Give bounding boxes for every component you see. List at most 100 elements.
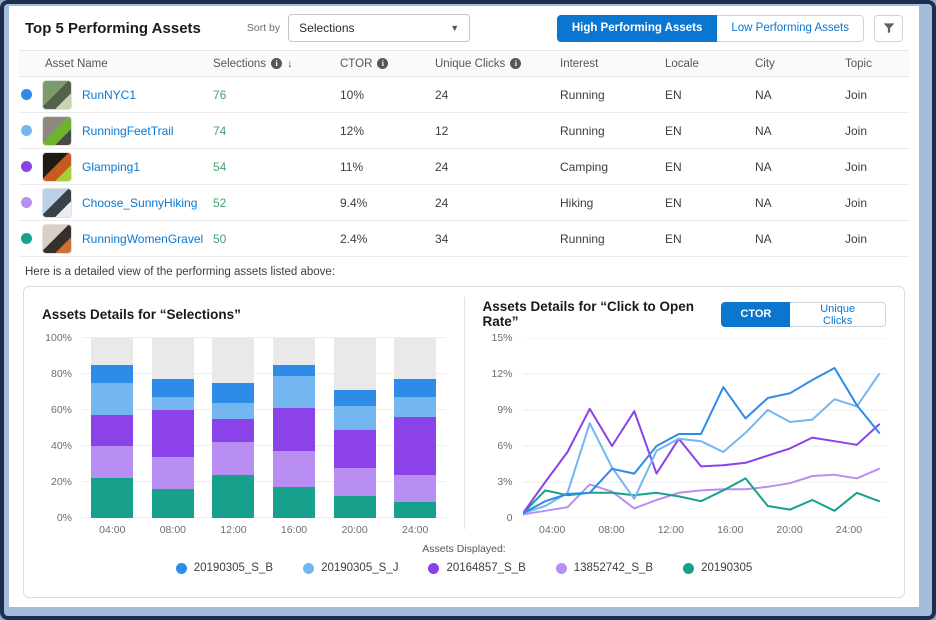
bar-segment-13852742_S_B: [91, 446, 134, 479]
legend-label: Assets Displayed:: [422, 543, 506, 555]
gridline: [82, 337, 446, 338]
bar-segment-20190305_S_J: [91, 383, 134, 416]
legend-color-dot: [555, 562, 567, 574]
y-tick-label: 80%: [50, 368, 72, 380]
x-tick-label: 24:00: [402, 524, 429, 536]
bar-segment-20164857_S_B: [394, 417, 437, 475]
x-tick-label: 16:00: [280, 524, 308, 536]
line-chart-svg: [523, 338, 887, 518]
bar-segment-20190305: [273, 487, 316, 518]
legend-color-dot: [303, 562, 315, 574]
line-chart-yaxis: 0 3% 6% 9% 12% 15%: [483, 332, 519, 524]
asset-thumbnail: [42, 115, 72, 146]
y-tick-label: 100%: [45, 332, 72, 344]
selections-cell: 76: [213, 87, 227, 102]
selections-chart-title: Assets Details for “Selections”: [42, 306, 241, 322]
asset-name-link[interactable]: RunningWomenGravel: [82, 231, 204, 246]
bar-segment-20190305_S_B: [212, 383, 255, 403]
asset-name-link[interactable]: Choose_SunnyHiking: [82, 195, 198, 210]
y-tick-label: 15%: [491, 332, 513, 344]
bar-segment-20164857_S_B: [212, 419, 255, 443]
asset-name-link[interactable]: RunNYC1: [82, 87, 137, 102]
legend-item[interactable]: 13852742_S_B: [555, 562, 653, 574]
asset-thumbnail: [42, 79, 72, 110]
info-icon[interactable]: i: [271, 58, 283, 69]
bar-segment-20190305_S_J: [151, 397, 194, 410]
legend-color-dot: [683, 562, 695, 574]
ctor-chart-title: Assets Details for “Click to Open Rate”: [482, 299, 695, 329]
bar-slot: [91, 338, 134, 518]
ctor-button[interactable]: CTOR: [721, 301, 791, 327]
bar-slot: [151, 338, 194, 518]
series-color-dot: [21, 125, 32, 136]
high-performing-assets-button[interactable]: High Performing Assets: [556, 14, 718, 42]
table-body: RunNYC1 76 10% 24 Running EN NA Join RunningFeet…: [19, 77, 909, 257]
charts-row: Assets Details for “Selections” 0% 20% 40%…: [24, 287, 904, 541]
asset-name-link[interactable]: RunningFeetTrail: [82, 123, 174, 138]
line-chart-plot: [523, 338, 887, 518]
bar-chart-yaxis: 0% 20% 40% 60% 80% 100%: [42, 332, 78, 524]
bar-segment-13852742_S_B: [212, 442, 255, 475]
column-header-ctor[interactable]: CTOR i: [340, 58, 435, 70]
gridline: [82, 409, 446, 410]
column-header-city[interactable]: City: [755, 58, 845, 70]
sort-dropdown[interactable]: Selections ▼: [288, 14, 471, 42]
line-series-13852742_S_B: [523, 469, 879, 515]
table-row: RunningFeetTrail 74 12% 12 Running EN NA Join: [19, 113, 909, 149]
unique-clicks-cell: 24: [435, 195, 449, 210]
legend-item[interactable]: 20190305_S_B: [175, 562, 273, 574]
legend-item[interactable]: 20164857_S_B: [428, 562, 526, 574]
column-header-interest[interactable]: Interest: [560, 58, 665, 70]
bar-segment-20190305_S_J: [394, 397, 437, 418]
line-chart-xaxis: 04:00 08:00 12:00 16:00 20:00 24:00: [523, 524, 887, 542]
filter-button[interactable]: [874, 14, 903, 42]
stacked-bar[interactable]: [151, 338, 194, 518]
y-tick-label: 9%: [497, 404, 513, 416]
bar-chart-xaxis: 04:00 08:00 12:00 16:00 20:00 24:00: [82, 524, 446, 542]
sort-descending-icon[interactable]: ↓: [287, 57, 293, 70]
bar-chart-bars: [82, 338, 446, 518]
low-performing-assets-button[interactable]: Low Performing Assets: [717, 14, 864, 42]
table-row: RunNYC1 76 10% 24 Running EN NA Join: [19, 77, 909, 113]
bar-segment-20190305: [394, 501, 437, 518]
interest-cell: Running: [560, 87, 605, 102]
bar-slot: [394, 338, 437, 518]
column-header-selections[interactable]: Selections i ↓: [213, 58, 340, 70]
info-icon[interactable]: i: [377, 58, 389, 69]
city-cell: NA: [755, 231, 772, 246]
legend-item[interactable]: 20190305_S_J: [303, 562, 398, 574]
city-cell: NA: [755, 123, 772, 138]
column-header-unique-clicks[interactable]: Unique Clicks i: [435, 58, 560, 70]
y-tick-label: 0: [506, 512, 513, 524]
y-tick-label: 40%: [50, 440, 72, 452]
series-color-dot: [21, 89, 32, 100]
x-tick-label: 20:00: [341, 524, 368, 536]
info-icon[interactable]: i: [510, 58, 522, 69]
column-header-locale[interactable]: Locale: [665, 58, 755, 70]
x-tick-label: 24:00: [835, 524, 863, 536]
y-tick-label: 12%: [491, 368, 513, 380]
bar-chart: 0% 20% 40% 60% 80% 100%: [42, 332, 446, 524]
legend-item-label: 20190305_S_J: [321, 562, 399, 574]
stacked-bar[interactable]: [273, 338, 316, 518]
column-header-asset-name[interactable]: Asset Name: [19, 58, 213, 70]
bar-segment-20190305: [151, 489, 194, 518]
bar-segment-13852742_S_B: [273, 451, 316, 488]
stacked-bar[interactable]: [333, 338, 376, 518]
column-header-label: Selections: [213, 57, 267, 70]
stacked-bar[interactable]: [394, 338, 437, 518]
dashboard-panel: Top 5 Performing Assets Sort by Selectio…: [9, 6, 919, 607]
unique-clicks-button[interactable]: Unique Clicks: [790, 301, 886, 327]
bar-segment-20190305_S_J: [212, 402, 255, 419]
legend-item[interactable]: 20190305: [683, 562, 752, 574]
ctor-cell: 11%: [340, 159, 364, 174]
gridline: [82, 517, 446, 518]
stacked-bar[interactable]: [212, 338, 255, 518]
stacked-bar[interactable]: [91, 338, 134, 518]
column-header-topic[interactable]: Topic: [845, 58, 909, 70]
x-tick-label: 04:00: [99, 524, 126, 536]
asset-name-link[interactable]: Glamping1: [82, 159, 141, 174]
y-tick-label: 3%: [497, 476, 513, 488]
topic-cell: Join: [845, 87, 868, 102]
legend-item-label: 20190305: [701, 562, 753, 574]
